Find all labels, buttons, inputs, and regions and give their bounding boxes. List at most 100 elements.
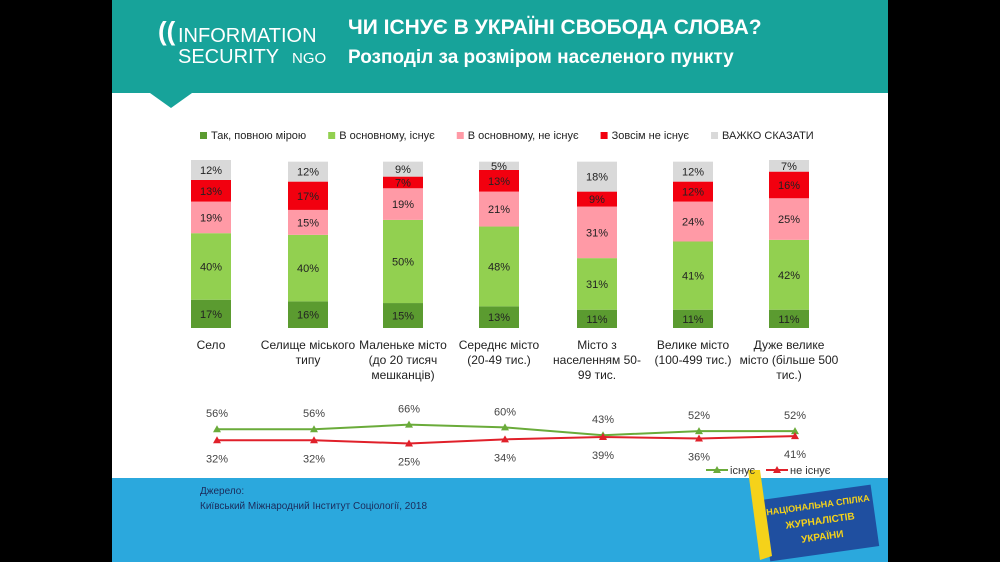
bar-value-label: 25%	[778, 214, 800, 226]
bar-value-label: 15%	[297, 217, 319, 229]
point-label: 52%	[688, 410, 710, 422]
bar-value-label: 50%	[392, 256, 414, 268]
bar-segment	[383, 188, 423, 220]
point-marker	[213, 425, 221, 433]
point-label: 34%	[494, 452, 516, 464]
logo-bracket: ((	[158, 16, 176, 46]
legend-marker	[713, 466, 721, 473]
point-label: 25%	[398, 457, 420, 469]
legend-label: існує	[730, 465, 756, 477]
bar-segment	[577, 258, 617, 310]
category-label: Дуже велике місто (більше 500 тис.)	[739, 338, 839, 382]
bar-value-label: 5%	[491, 161, 507, 173]
category-label: Середнє місто (20-49 тис.)	[458, 338, 540, 367]
bar-segment	[577, 309, 617, 328]
bar-value-label: 12%	[297, 167, 319, 179]
legend-marker	[773, 466, 781, 473]
point-marker	[695, 427, 703, 435]
point-label: 32%	[303, 453, 325, 465]
bar-segment	[769, 171, 809, 199]
bar-value-label: 31%	[586, 279, 608, 291]
bar-value-label: 13%	[200, 186, 222, 198]
point-marker	[405, 420, 413, 428]
source-label: Джерело:	[200, 486, 244, 497]
logo-line2: SECURITY	[178, 46, 279, 68]
bar-segment	[769, 198, 809, 240]
point-label: 32%	[206, 453, 228, 465]
point-label: 41%	[784, 449, 806, 461]
header-band	[112, 0, 888, 93]
bar-value-label: 41%	[682, 271, 704, 283]
category-label: Село	[196, 338, 226, 352]
logo-line1: INFORMATION	[178, 25, 317, 47]
category-label: Селище міського типу	[260, 338, 356, 367]
point-label: 60%	[494, 406, 516, 418]
bar-segment	[673, 181, 713, 202]
bar-segment	[577, 206, 617, 259]
point-label: 52%	[784, 410, 806, 422]
bar-segment	[769, 160, 809, 172]
bar-segment	[673, 161, 713, 182]
bar-value-label: 31%	[586, 227, 608, 239]
bar-value-label: 11%	[586, 314, 607, 326]
point-marker	[213, 436, 221, 444]
bar-value-label: 7%	[395, 177, 411, 189]
point-marker	[501, 435, 509, 443]
bar-value-label: 9%	[589, 194, 605, 206]
point-label: 39%	[592, 450, 614, 462]
bar-value-label: 18%	[586, 172, 608, 184]
bar-value-label: 19%	[392, 199, 414, 211]
bar-segment	[673, 201, 713, 242]
bar-value-label: 15%	[392, 311, 414, 323]
title: ЧИ ІСНУЄ В УКРАЇНІ СВОБОДА СЛОВА?	[348, 16, 762, 39]
bar-value-label: 12%	[200, 165, 222, 177]
point-label: 43%	[592, 414, 614, 426]
legend-swatch	[600, 132, 608, 139]
bar-value-label: 7%	[781, 161, 797, 173]
bar-value-label: 12%	[682, 167, 704, 179]
point-marker	[791, 432, 799, 440]
legend-swatch	[200, 132, 207, 139]
bar-segment	[769, 239, 809, 310]
bar-segment	[673, 309, 713, 328]
bar-segment	[288, 209, 328, 235]
badge: НАЦІОНАЛЬНА СПІЛКА ЖУРНАЛІСТІВ УКРАЇНИ	[761, 484, 880, 562]
bar-segment	[383, 161, 423, 177]
point-marker	[310, 436, 318, 444]
legend-swatch	[711, 132, 719, 139]
point-label: 36%	[688, 451, 710, 463]
legend-label: Так, повною мірою	[211, 130, 306, 142]
bar-segment	[288, 234, 328, 302]
category-label: Місто з населенням 50-99 тис.	[553, 338, 641, 382]
legend-swatch	[328, 132, 336, 139]
legend-label: В основному, не існує	[468, 130, 579, 142]
bar-segment	[288, 161, 328, 182]
bar-value-label: 11%	[778, 314, 799, 326]
point-marker	[501, 423, 509, 431]
source-text: Київський Міжнародний Інститут Соціологі…	[200, 501, 427, 512]
badge-pen	[748, 470, 772, 560]
bar-segment	[288, 181, 328, 210]
bar-segment	[479, 161, 519, 170]
legend-label: не існує	[790, 465, 831, 477]
point-marker	[599, 433, 607, 441]
bar-segment	[191, 179, 231, 202]
bar-value-label: 13%	[488, 176, 510, 188]
bar-value-label: 13%	[488, 312, 510, 324]
bar-segment	[383, 303, 423, 328]
point-marker	[405, 439, 413, 447]
bar-value-label: 11%	[682, 314, 703, 326]
category-label: Велике місто (100-499 тис.)	[654, 338, 732, 367]
bar-segment	[288, 301, 328, 328]
bar-segment	[191, 201, 231, 234]
logo-tag: NGO	[292, 50, 326, 67]
subtitle: Розподіл за розміром населеного пункту	[348, 47, 734, 68]
bar-segment	[383, 176, 423, 189]
bar-segment	[191, 299, 231, 328]
bar-segment	[577, 191, 617, 207]
bar-segment	[479, 306, 519, 328]
point-label: 66%	[398, 404, 420, 416]
bar-value-label: 24%	[682, 217, 704, 229]
